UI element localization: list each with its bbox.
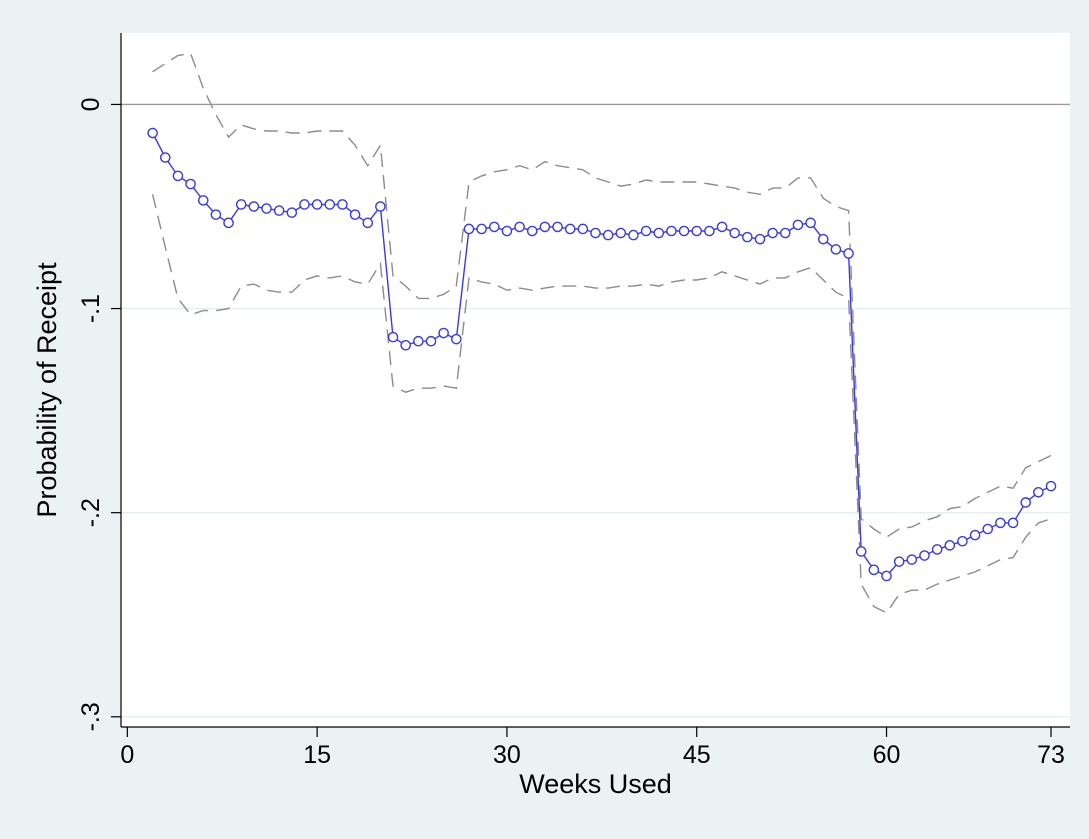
estimate-point [159,152,171,163]
estimate-point [311,199,323,210]
y-tick-label: -.2 [77,498,105,527]
estimate-point [615,227,627,239]
estimate-point [261,203,272,214]
estimate-point [438,327,449,339]
estimate-point [754,233,766,245]
estimate-point [855,546,867,557]
estimate-point [147,127,158,139]
y-tick-label: 0 [77,97,105,111]
estimate-point [197,195,209,206]
estimate-point [868,564,880,576]
estimate-point [931,544,943,555]
estimate-point [704,225,715,237]
estimate-point [830,244,842,255]
x-tick-label: 60 [873,741,901,769]
estimate-point [881,570,892,582]
estimate-point [716,221,728,233]
estimate-point [995,517,1006,529]
estimate-point [691,225,703,237]
estimate-point [1045,480,1057,492]
estimate-point [1033,486,1044,498]
estimate-point [273,205,285,216]
estimate-point [944,540,956,551]
upper-confidence-line [152,52,1052,539]
estimate-point [590,227,601,239]
estimate-point [742,231,753,243]
estimate-point [957,535,968,547]
estimate-point [223,217,234,229]
estimate-point [767,227,778,239]
x-tick-label: 73 [1037,741,1065,769]
estimate-point [817,233,829,245]
estimate-point [362,217,374,229]
estimate-point [526,225,538,237]
estimate-point [337,199,348,210]
estimate-point [476,223,487,235]
estimate-point [514,221,525,233]
y-tick-label: -.3 [77,702,105,731]
estimate-point [413,335,424,347]
estimate-point [349,209,361,220]
estimate-point [792,219,804,231]
estimate-point [286,207,298,218]
estimate-point [425,335,437,347]
estimate-point [400,339,412,351]
plot-area [121,33,1070,727]
estimate-point [235,199,247,210]
estimate-point [678,225,690,237]
estimate-point [919,550,930,561]
estimate-point [653,227,665,239]
x-tick-label: 30 [493,741,521,769]
estimate-point [451,333,462,345]
y-tick-label: -.1 [77,294,105,323]
estimate-point [893,556,905,567]
estimate-point [324,199,336,210]
estimate-point [564,223,576,235]
estimate-point [185,178,196,190]
x-tick-label: 45 [683,741,711,769]
estimate-point [1007,517,1019,529]
estimate-point [666,225,677,237]
estimate-point [387,331,399,343]
estimate-point [375,201,386,212]
estimate-point [969,529,981,541]
estimate-point [577,223,589,235]
estimate-point [729,227,740,239]
estimate-point [539,221,551,233]
estimate-point [628,229,639,241]
estimate-point [602,229,614,241]
x-tick-label: 15 [303,741,331,769]
estimate-point [299,199,310,210]
estimate-point [906,554,918,565]
estimate-point [805,217,816,229]
estimate-point [780,227,791,239]
estimate-point [172,170,184,182]
estimate-point [552,221,563,233]
y-axis-title: Probability of Receipt [32,262,62,518]
estimate-point [501,225,513,237]
estimate-point [1020,497,1032,508]
estimate-point [463,223,475,235]
estimate-point [843,248,854,259]
estimate-point [982,523,994,535]
x-axis-title: Weeks Used [519,769,672,799]
estimate-point [488,221,500,233]
estimate-point [640,225,652,237]
estimate-point [210,209,222,220]
estimate-point [248,201,260,212]
x-tick-label: 0 [120,741,134,769]
